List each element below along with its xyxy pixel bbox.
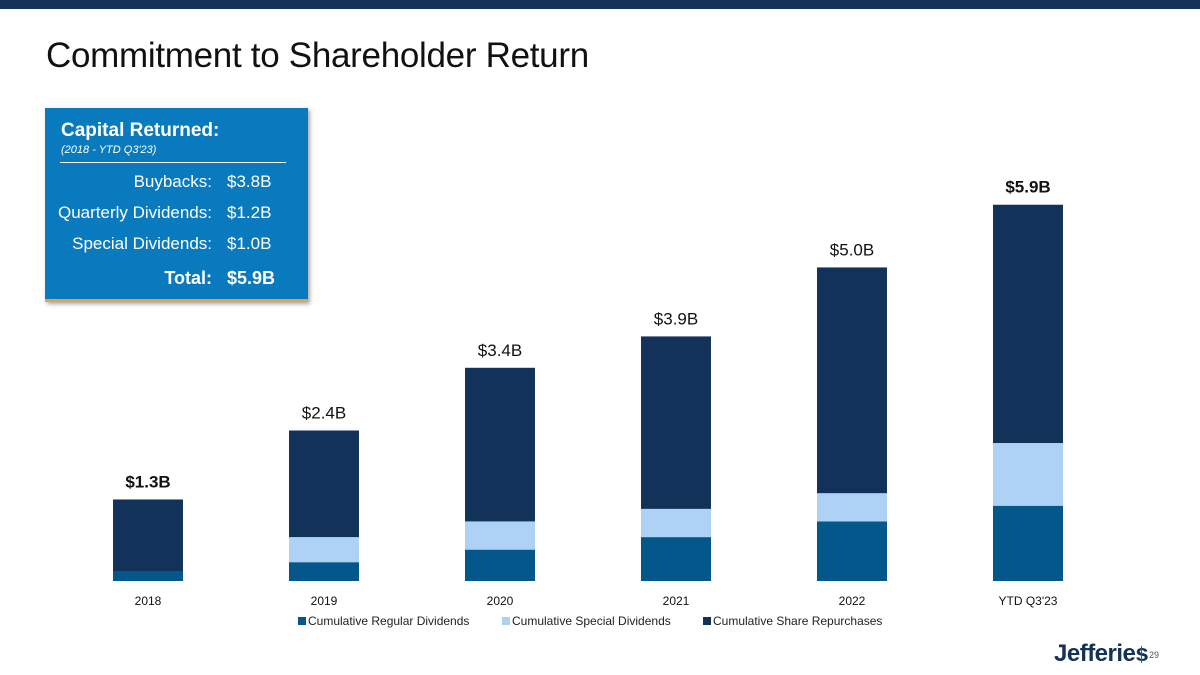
bar-special-dividends-3 [641,508,711,538]
divider [60,162,286,163]
x-tick-label-0: 2018 [135,594,162,608]
legend-label-2: Cumulative Share Repurchases [713,614,882,628]
bar-regular-dividends-4 [817,521,887,581]
capital-returned-box: Capital Returned: (2018 - YTD Q3'23) Buy… [45,108,308,302]
bar-regular-dividends-5 [993,505,1063,581]
bar-regular-dividends-3 [641,537,711,581]
legend-swatch-1 [502,617,510,625]
legend-label-1: Cumulative Special Dividends [512,614,671,628]
quarterly-dividends-row: Quarterly Dividends: $1.2B [45,203,308,229]
quarterly-dividends-value: $1.2B [227,203,272,222]
total-label-3: $3.9B [654,309,698,328]
total-label-2: $3.4B [478,341,522,360]
page-title: Commitment to Shareholder Return [46,36,589,75]
bar-share-repurchases-2 [465,367,535,522]
capital-returned-title: Capital Returned: [61,120,220,141]
bar-special-dividends-5 [993,443,1063,506]
total-label-4: $5.0B [830,240,874,259]
total-label-1: $2.4B [302,403,346,422]
special-dividends-row: Special Dividends: $1.0B [45,234,308,260]
bar-special-dividends-4 [817,493,887,522]
x-tick-label-2: 2020 [487,594,514,608]
bar-special-dividends-2 [465,521,535,550]
bar-share-repurchases-0 [113,499,183,572]
total-label-5: $5.9B [1005,178,1050,197]
bar-share-repurchases-1 [289,430,359,538]
total-value: $5.9B [227,268,276,288]
footer-separator [1141,646,1142,663]
bar-share-repurchases-4 [817,267,887,494]
bar-share-repurchases-5 [993,204,1063,444]
bar-share-repurchases-3 [641,336,711,509]
total-label: Total: [164,268,212,288]
total-label-0: $1.3B [125,472,170,491]
legend-label-0: Cumulative Regular Dividends [308,614,469,628]
bar-regular-dividends-0 [113,571,183,581]
x-tick-label-3: 2021 [663,594,690,608]
bar-regular-dividends-1 [289,562,359,581]
x-tick-label-4: 2022 [839,594,866,608]
x-tick-label-1: 2019 [311,594,338,608]
buybacks-label: Buybacks: [133,172,212,191]
buybacks-row: Buybacks: $3.8B [45,172,308,198]
bar-special-dividends-1 [289,537,359,563]
bar-regular-dividends-2 [465,549,535,581]
jefferies-logo: Jefferies [1054,640,1149,667]
total-row: Total: $5.9B [45,268,308,294]
buybacks-value: $3.8B [227,172,272,191]
legend-swatch-0 [298,617,306,625]
capital-returned-period: (2018 - YTD Q3'23) [61,144,157,156]
legend-swatch-2 [703,617,711,625]
top-bar [0,0,1200,9]
page-number: 29 [1149,650,1160,660]
x-tick-label-5: YTD Q3'23 [999,594,1058,608]
quarterly-dividends-label: Quarterly Dividends: [57,203,212,222]
special-dividends-label: Special Dividends: [72,234,212,253]
special-dividends-value: $1.0B [227,234,272,253]
